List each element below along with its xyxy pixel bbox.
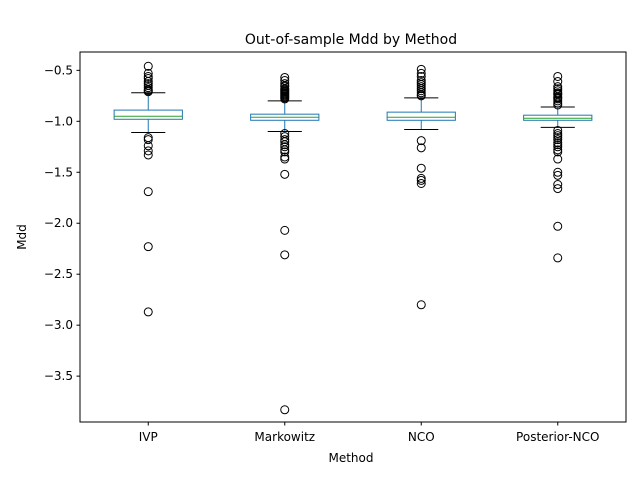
flier-point <box>553 142 563 152</box>
x-tick-label: Posterior-NCO <box>516 430 599 444</box>
flier-point <box>280 154 290 164</box>
chart-title: Out-of-sample Mdd by Method <box>245 32 457 48</box>
flier-point <box>143 135 153 145</box>
y-axis: −3.5 −3.0 −2.5 −2.0 −1.5 −1.0 −0.5 <box>44 63 80 383</box>
y-axis-label: Mdd <box>15 224 29 250</box>
flier-point <box>280 147 290 157</box>
flier-point <box>553 135 563 145</box>
flier-point <box>280 405 290 415</box>
y-tick-label: −2.5 <box>44 267 73 281</box>
flier-point <box>416 136 426 146</box>
flier-point <box>553 170 563 180</box>
flier-point <box>553 71 563 81</box>
flier-point <box>416 175 426 185</box>
flier-point <box>553 147 563 157</box>
flier-point <box>280 94 290 104</box>
x-axis-label: Method <box>328 451 373 465</box>
flier-point <box>553 125 563 135</box>
flier-point <box>553 167 563 177</box>
plot-frame <box>79 51 627 423</box>
plot-area <box>113 61 593 415</box>
flier-point <box>143 74 153 84</box>
flier-point <box>416 64 426 74</box>
y-tick-label: −3.0 <box>44 318 73 332</box>
flier-point <box>143 187 153 197</box>
flier-point <box>143 141 153 151</box>
box-group-posterior-nco <box>523 71 593 263</box>
x-tick-label: NCO <box>408 430 435 444</box>
flier-point <box>143 307 153 317</box>
box <box>113 109 183 120</box>
flier-point <box>553 180 563 190</box>
flier-point <box>416 91 426 101</box>
box-group-markowitz <box>250 72 320 415</box>
flier-point <box>553 253 563 263</box>
box <box>386 111 456 121</box>
flier-point <box>416 68 426 78</box>
box-group-nco <box>386 64 456 310</box>
x-tick-label: Markowitz <box>254 430 315 444</box>
flier-point <box>280 225 290 235</box>
flier-point <box>416 300 426 310</box>
flier-point <box>143 150 153 160</box>
flier-point <box>143 242 153 252</box>
flier-point <box>416 143 426 153</box>
flier-point <box>416 163 426 173</box>
flier-point <box>143 61 153 71</box>
y-tick-label: −2.0 <box>44 216 73 230</box>
y-tick-label: −1.0 <box>44 114 73 128</box>
flier-point <box>416 178 426 188</box>
flier-point <box>280 169 290 179</box>
y-tick-label: −1.5 <box>44 165 73 179</box>
flier-point <box>553 221 563 231</box>
flier-point <box>553 100 563 110</box>
flier-point <box>143 133 153 143</box>
flier-point <box>143 87 153 97</box>
flier-point <box>553 184 563 194</box>
x-axis: IVP Markowitz NCO Posterior-NCO <box>139 422 599 444</box>
flier-point <box>553 154 563 164</box>
y-tick-label: −0.5 <box>44 63 73 77</box>
box-group-ivp <box>113 61 183 317</box>
flier-point <box>280 250 290 260</box>
box <box>523 114 593 121</box>
flier-point <box>280 142 290 152</box>
flier-point <box>553 77 563 87</box>
x-tick-label: IVP <box>139 430 158 444</box>
y-tick-label: −3.5 <box>44 369 73 383</box>
flier-point <box>143 146 153 156</box>
